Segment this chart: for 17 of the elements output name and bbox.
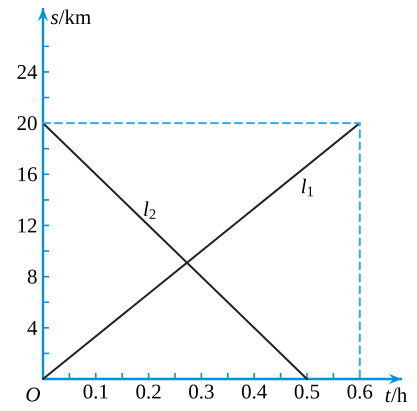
x-tick-label: 0.6	[347, 384, 372, 399]
y-tick-label: 24	[17, 65, 38, 79]
x-axis-title: t/h	[386, 388, 407, 402]
y-tick-label: 4	[27, 320, 38, 335]
x-tick-label: 0.3	[189, 384, 214, 399]
annotation: O	[26, 388, 40, 402]
y-axis-title: s/km	[50, 10, 91, 24]
y-tick-label: 16	[18, 167, 37, 182]
y-tick-label: 8	[28, 270, 37, 284]
x-tick-label: 0.5	[294, 384, 320, 399]
series-label: l$_{1}$	[302, 178, 313, 196]
y-tick-label: 12	[18, 218, 36, 232]
y-tick-label: 20	[17, 116, 37, 130]
x-tick-label: 0.2	[136, 384, 161, 399]
series-label: l$_{2}$	[144, 201, 156, 219]
x-tick-label: 0.1	[84, 384, 108, 399]
x-tick-label: 0.4	[242, 384, 267, 399]
